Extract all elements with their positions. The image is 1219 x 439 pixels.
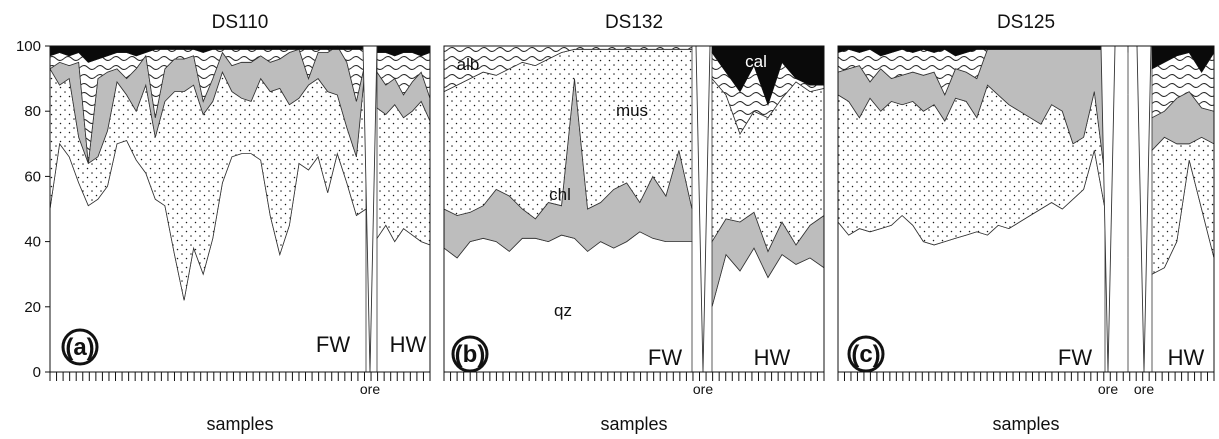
mineral-label-mus: mus (616, 101, 648, 120)
zone-HW-areas (376, 45, 431, 373)
panel-label-badge (847, 335, 885, 373)
chart-panel-1: ore DS132 samples FW HW (b) alb mus chl qz cal (443, 12, 825, 434)
panel-label: (c) (851, 341, 880, 368)
mineral-label-chl: chl (549, 185, 571, 204)
zone-label-HW: HW (390, 332, 427, 357)
panel-label-badge (61, 328, 99, 366)
panel-title: DS125 (997, 12, 1055, 33)
y-tick-label: 0 (33, 364, 41, 381)
y-tick-label: 40 (24, 234, 41, 251)
mineral-label-alb: alb (457, 55, 480, 74)
ore-label: ore (1134, 381, 1154, 397)
zone-FW-areas (443, 45, 693, 373)
chart-panels: ore 0 20 40 60 80 100 DS110 samples FW HW (a) ore DS1… (16, 12, 1215, 434)
y-tick-label: 60 (24, 168, 41, 185)
ore-wedge (695, 45, 711, 373)
panel-label: (a) (65, 334, 94, 361)
ore-wedge (1136, 45, 1152, 373)
panel-title: DS110 (212, 12, 269, 33)
panel-title: DS132 (605, 12, 663, 33)
zone-label-FW: FW (316, 332, 350, 357)
zone-FW-areas (837, 45, 1106, 373)
x-axis-label: samples (992, 414, 1059, 434)
chart-panel-0: ore 0 20 40 60 80 100 DS110 samples FW HW (a) (16, 12, 431, 434)
zone-label-HW: HW (1168, 345, 1205, 370)
panel-label-badge (451, 335, 489, 373)
panel-label: (b) (455, 341, 486, 368)
mineral-label-cal: cal (745, 52, 767, 71)
ore-label: ore (693, 381, 713, 397)
mineral-label-qz: qz (554, 301, 572, 320)
x-axis-label: samples (600, 414, 667, 434)
ore-label: ore (1098, 381, 1118, 397)
zone-label-HW: HW (754, 345, 791, 370)
y-tick-label: 80 (24, 103, 41, 120)
ore-label: ore (360, 381, 380, 397)
y-tick-label: 100 (16, 38, 41, 55)
chart-panel-2: ore ore DS125 samples FW HW (c) (837, 12, 1215, 434)
y-tick-label: 20 (24, 299, 41, 316)
zone-FW-areas (49, 45, 367, 373)
zone-HW-areas (1151, 45, 1215, 373)
layer-mus (376, 100, 431, 246)
zone-label-FW: FW (1058, 345, 1092, 370)
zone-label-FW: FW (648, 345, 682, 370)
x-axis-label: samples (206, 414, 273, 434)
zone-HW-areas (711, 45, 825, 373)
